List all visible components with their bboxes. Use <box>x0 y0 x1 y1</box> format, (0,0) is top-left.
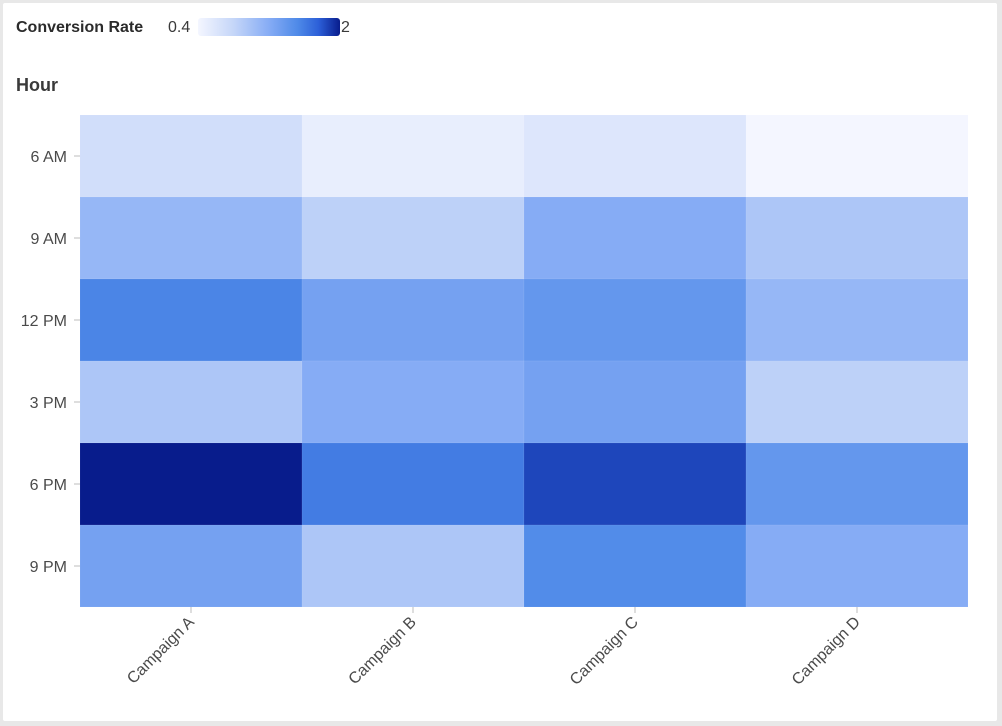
heatmap-cell <box>79 114 303 198</box>
heatmap-cell <box>79 360 303 444</box>
heatmap-cell <box>301 278 525 362</box>
heatmap-cell <box>301 360 525 444</box>
heatmap-cell <box>523 196 747 280</box>
legend-min-label: 0.4 <box>168 19 190 36</box>
y-tick-label: 3 PM <box>30 395 67 412</box>
heatmap-cell <box>79 278 303 362</box>
y-tick-label: 9 AM <box>31 231 67 248</box>
heatmap-cell <box>523 278 747 362</box>
heatmap-cell <box>523 524 747 608</box>
x-axis: Campaign A Campaign B Campaign C Campaign D <box>124 607 864 689</box>
heatmap-cell <box>79 196 303 280</box>
x-tick-label: Campaign B <box>346 614 420 688</box>
heatmap-cell <box>745 196 969 280</box>
heatmap-cell <box>745 360 969 444</box>
color-legend: Conversion Rate 0.4 2 <box>16 18 350 36</box>
y-tick-label: 6 PM <box>30 477 67 494</box>
y-tick-label: 6 AM <box>31 149 67 166</box>
heatmap-cell <box>301 114 525 198</box>
legend-max-label: 2 <box>341 19 350 36</box>
y-axis: 6 AM 9 AM 12 PM 3 PM 6 PM 9 PM <box>21 149 80 576</box>
x-tick-label: Campaign D <box>789 614 864 689</box>
heatmap-cells <box>79 114 969 608</box>
heatmap-cell <box>523 442 747 526</box>
y-tick-label: 9 PM <box>30 559 67 576</box>
chart-card: Conversion Rate 0.4 2 Hour 6 AM 9 AM 12 PM… <box>3 3 997 721</box>
heatmap-cell <box>301 524 525 608</box>
y-axis-title: Hour <box>16 75 58 95</box>
heatmap-cell <box>79 524 303 608</box>
heatmap-cell <box>301 442 525 526</box>
heatmap-cell <box>523 114 747 198</box>
legend-color-bar <box>198 18 340 36</box>
x-tick-label: Campaign C <box>567 614 642 689</box>
heatmap-cell <box>745 278 969 362</box>
heatmap-cell <box>523 360 747 444</box>
heatmap-cell <box>745 442 969 526</box>
heatmap-cell <box>301 196 525 280</box>
x-tick-label: Campaign A <box>124 614 198 688</box>
heatmap-cell <box>745 524 969 608</box>
heatmap-cell <box>79 442 303 526</box>
legend-title: Conversion Rate <box>16 19 143 36</box>
heatmap-cell <box>745 114 969 198</box>
heatmap-chart: Conversion Rate 0.4 2 Hour 6 AM 9 AM 12 PM… <box>16 18 969 689</box>
y-tick-label: 12 PM <box>21 313 67 330</box>
